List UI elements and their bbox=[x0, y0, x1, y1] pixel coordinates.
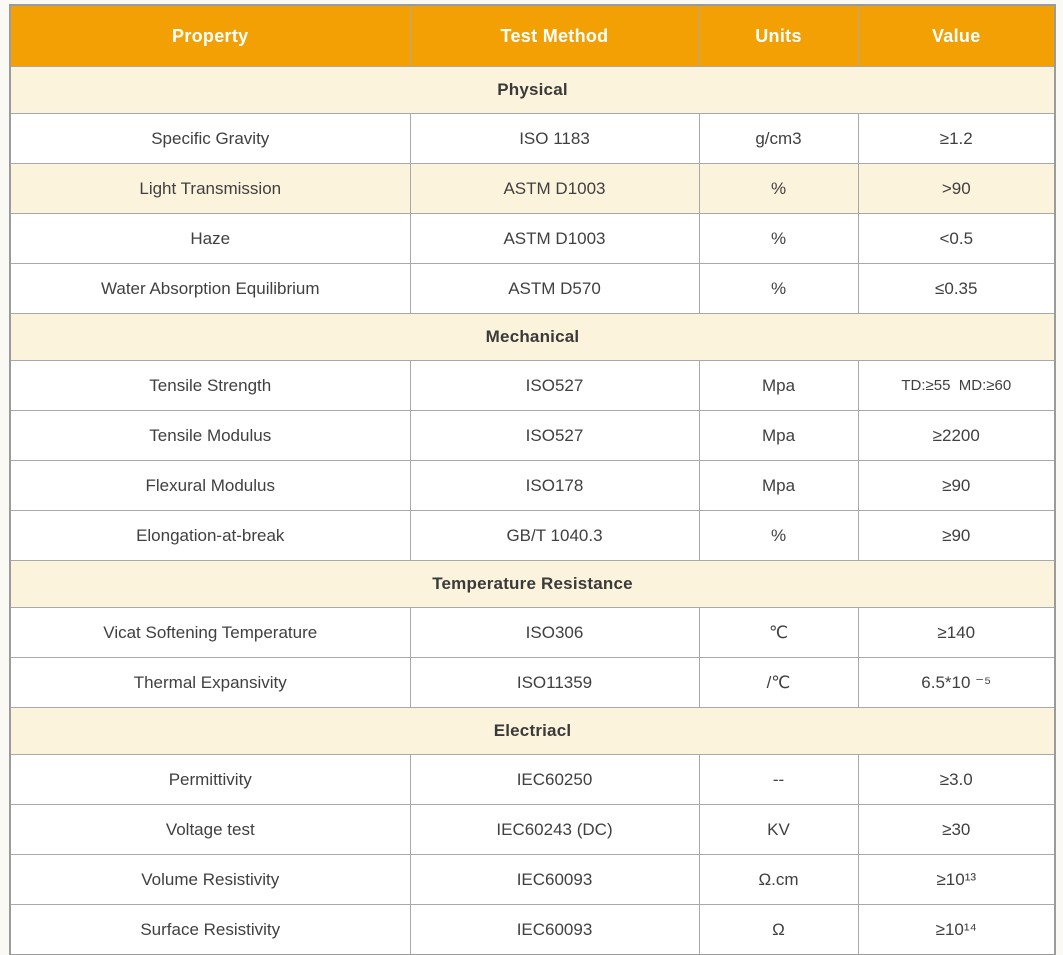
cell-test-method: ISO 1183 bbox=[409, 113, 700, 164]
cell-test-method: IEC60093 bbox=[409, 904, 700, 955]
cell-test-method: IEC60243 (DC) bbox=[409, 804, 700, 855]
cell-units: % bbox=[698, 510, 859, 561]
section-label: Physical bbox=[9, 66, 1056, 114]
header-row: Property Test Method Units Value bbox=[9, 4, 1056, 67]
cell-property: Elongation-at-break bbox=[9, 510, 411, 561]
column-header-units: Units bbox=[698, 4, 859, 67]
properties-table: Property Test Method Units Value Physica… bbox=[9, 4, 1056, 955]
table-row: Thermal Expansivity ISO11359 /℃ 6.5*10 ⁻… bbox=[9, 657, 1056, 708]
cell-units: Mpa bbox=[698, 460, 859, 511]
cell-test-method: ISO11359 bbox=[409, 657, 700, 708]
table-row: Volume Resistivity IEC60093 Ω.cm ≥10¹³ bbox=[9, 854, 1056, 905]
cell-test-method: ASTM D570 bbox=[409, 263, 700, 314]
cell-property: Volume Resistivity bbox=[9, 854, 411, 905]
cell-value: TD:≥55 MD:≥60 bbox=[857, 360, 1056, 411]
cell-value: ≥10¹⁴ bbox=[857, 904, 1056, 955]
column-header-test-method: Test Method bbox=[409, 4, 700, 67]
cell-value: ≤0.35 bbox=[857, 263, 1056, 314]
cell-value: ≥2200 bbox=[857, 410, 1056, 461]
table-row: Surface Resistivity IEC60093 Ω ≥10¹⁴ bbox=[9, 904, 1056, 955]
column-header-property: Property bbox=[9, 4, 411, 67]
section-label: Electriacl bbox=[9, 707, 1056, 755]
cell-property: Specific Gravity bbox=[9, 113, 411, 164]
cell-test-method: ISO527 bbox=[409, 410, 700, 461]
cell-units: KV bbox=[698, 804, 859, 855]
cell-property: Water Absorption Equilibrium bbox=[9, 263, 411, 314]
cell-property: Haze bbox=[9, 213, 411, 264]
cell-value: ≥3.0 bbox=[857, 754, 1056, 805]
cell-units: Mpa bbox=[698, 410, 859, 461]
cell-units: ℃ bbox=[698, 607, 859, 658]
cell-value: ≥140 bbox=[857, 607, 1056, 658]
cell-test-method: ASTM D1003 bbox=[409, 163, 700, 214]
cell-units: % bbox=[698, 263, 859, 314]
table-row: Vicat Softening Temperature ISO306 ℃ ≥14… bbox=[9, 607, 1056, 658]
cell-value: ≥90 bbox=[857, 460, 1056, 511]
table-row: Specific Gravity ISO 1183 g/cm3 ≥1.2 bbox=[9, 113, 1056, 164]
cell-units: g/cm3 bbox=[698, 113, 859, 164]
cell-value: ≥30 bbox=[857, 804, 1056, 855]
cell-property: Surface Resistivity bbox=[9, 904, 411, 955]
cell-value: ≥1.2 bbox=[857, 113, 1056, 164]
table-row: Tensile Modulus ISO527 Mpa ≥2200 bbox=[9, 410, 1056, 461]
cell-test-method: ISO527 bbox=[409, 360, 700, 411]
cell-value: ≥10¹³ bbox=[857, 854, 1056, 905]
cell-test-method: ISO178 bbox=[409, 460, 700, 511]
cell-value: ≥90 bbox=[857, 510, 1056, 561]
cell-value: 6.5*10 ⁻⁵ bbox=[857, 657, 1056, 708]
cell-units: Mpa bbox=[698, 360, 859, 411]
table-row: Water Absorption Equilibrium ASTM D570 %… bbox=[9, 263, 1056, 314]
cell-test-method: IEC60250 bbox=[409, 754, 700, 805]
cell-property: Permittivity bbox=[9, 754, 411, 805]
table-row: Light Transmission ASTM D1003 % >90 bbox=[9, 163, 1056, 214]
table-row: Tensile Strength ISO527 Mpa TD:≥55 MD:≥6… bbox=[9, 360, 1056, 411]
cell-units: -- bbox=[698, 754, 859, 805]
table-row: Voltage test IEC60243 (DC) KV ≥30 bbox=[9, 804, 1056, 855]
cell-units: Ω bbox=[698, 904, 859, 955]
cell-units: % bbox=[698, 163, 859, 214]
cell-units: Ω.cm bbox=[698, 854, 859, 905]
cell-units: % bbox=[698, 213, 859, 264]
section-row-temperature-resistance: Temperature Resistance bbox=[9, 560, 1056, 608]
table-row: Flexural Modulus ISO178 Mpa ≥90 bbox=[9, 460, 1056, 511]
cell-test-method: GB/T 1040.3 bbox=[409, 510, 700, 561]
cell-units: /℃ bbox=[698, 657, 859, 708]
cell-property: Tensile Modulus bbox=[9, 410, 411, 461]
cell-property: Voltage test bbox=[9, 804, 411, 855]
cell-value: >90 bbox=[857, 163, 1056, 214]
column-header-value: Value bbox=[857, 4, 1056, 67]
cell-test-method: ASTM D1003 bbox=[409, 213, 700, 264]
cell-test-method: IEC60093 bbox=[409, 854, 700, 905]
section-label: Temperature Resistance bbox=[9, 560, 1056, 608]
table-row: Permittivity IEC60250 -- ≥3.0 bbox=[9, 754, 1056, 805]
section-row-mechanical: Mechanical bbox=[9, 313, 1056, 361]
table-row: Elongation-at-break GB/T 1040.3 % ≥90 bbox=[9, 510, 1056, 561]
cell-value: <0.5 bbox=[857, 213, 1056, 264]
cell-test-method: ISO306 bbox=[409, 607, 700, 658]
section-label: Mechanical bbox=[9, 313, 1056, 361]
cell-property: Tensile Strength bbox=[9, 360, 411, 411]
section-row-electrical: Electriacl bbox=[9, 707, 1056, 755]
section-row-physical: Physical bbox=[9, 66, 1056, 114]
cell-property: Flexural Modulus bbox=[9, 460, 411, 511]
cell-property: Thermal Expansivity bbox=[9, 657, 411, 708]
cell-property: Vicat Softening Temperature bbox=[9, 607, 411, 658]
table-row: Haze ASTM D1003 % <0.5 bbox=[9, 213, 1056, 264]
cell-property: Light Transmission bbox=[9, 163, 411, 214]
